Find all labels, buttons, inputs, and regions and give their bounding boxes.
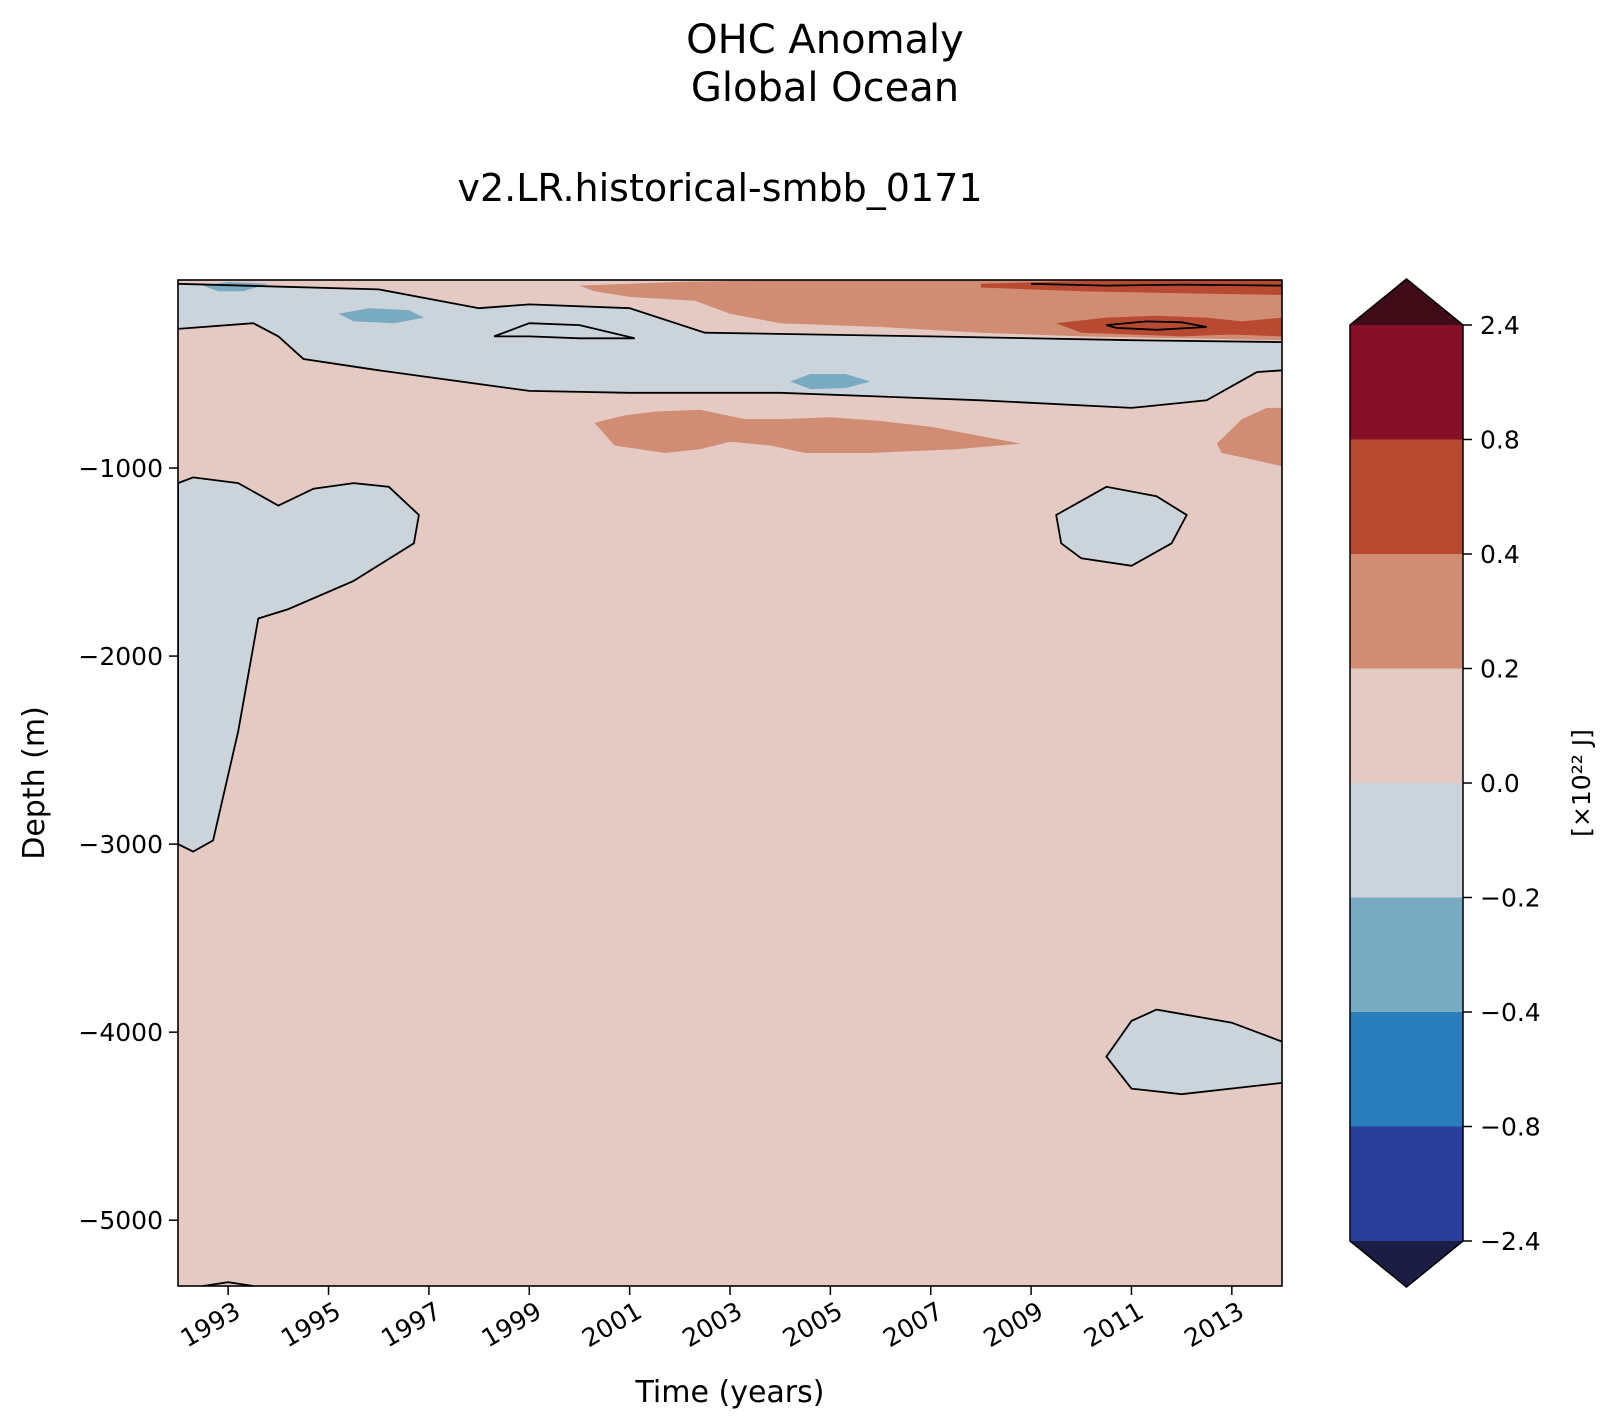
colorbar-tick-label: −0.4 xyxy=(1480,998,1541,1027)
colorbar-segment xyxy=(1350,325,1463,440)
colorbar-tick-label: 0.8 xyxy=(1480,426,1520,455)
contour-line xyxy=(178,476,420,853)
colorbar: −2.4 −0.8 −0.4 −0.2 0.0 0.2 0.4 0.8 2.4 xyxy=(1349,278,1541,1288)
y-tick-label: −3000 xyxy=(78,830,163,859)
x-tick-label: 1999 xyxy=(477,1296,547,1353)
region-near-zero-negative xyxy=(178,477,419,852)
x-tick-label: 2011 xyxy=(1079,1296,1149,1353)
colorbar-segment xyxy=(1350,1126,1463,1241)
contour-line xyxy=(178,322,1282,409)
colorbar-extend-high xyxy=(1350,279,1463,325)
x-axis: 1993 1995 1997 1999 2001 2003 2005 2007 2009 2011… xyxy=(176,1286,1249,1353)
y-tick-label: −2000 xyxy=(78,642,163,671)
contour-line xyxy=(1106,320,1207,331)
colorbar-tick-label: −0.2 xyxy=(1480,884,1541,913)
colorbar-tick-label: −2.4 xyxy=(1480,1227,1541,1256)
x-axis-label: Time (years) xyxy=(635,1375,825,1410)
contour-line xyxy=(1031,282,1282,287)
region-warm-strong xyxy=(1056,315,1282,337)
region-moderate-negative xyxy=(338,308,424,324)
colorbar-segment xyxy=(1350,1012,1463,1127)
region-warm-intermediate xyxy=(594,409,1022,453)
contour-line xyxy=(202,1281,254,1286)
colorbar-segment xyxy=(1350,668,1463,783)
y-axis: −1000 −2000 −3000 −4000 −5000 xyxy=(78,454,178,1235)
contour-line xyxy=(493,322,635,340)
chart-subtitle: v2.LR.historical-smbb_0171 xyxy=(457,166,983,210)
y-tick-label: −1000 xyxy=(78,454,163,483)
colorbar-tick-label: 0.0 xyxy=(1480,769,1520,798)
x-tick-label: 2009 xyxy=(978,1296,1048,1353)
colorbar-segment xyxy=(1350,439,1463,554)
x-tick-label: 1995 xyxy=(276,1296,346,1353)
x-tick-label: 1997 xyxy=(376,1296,446,1353)
x-tick-label: 2007 xyxy=(878,1296,948,1353)
region-warm-intermediate xyxy=(1216,407,1282,467)
y-tick-label: −4000 xyxy=(78,1018,163,1047)
contour-lines xyxy=(178,282,1282,1286)
y-axis-label: Depth (m) xyxy=(17,706,52,860)
region-near-zero-negative xyxy=(178,283,1282,408)
colorbar-label: [×10²² J] xyxy=(1567,729,1596,837)
colorbar-tick-label: −0.8 xyxy=(1480,1113,1541,1142)
x-tick-label: 1993 xyxy=(176,1296,246,1353)
plot-background xyxy=(178,280,1282,1286)
colorbar-segment xyxy=(1350,897,1463,1012)
chart-title: OHC Anomaly xyxy=(686,17,964,63)
colorbar-tick-label: 2.4 xyxy=(1480,311,1520,340)
region-near-zero-negative xyxy=(1106,1009,1282,1095)
colorbar-extend-low xyxy=(1350,1241,1463,1287)
x-tick-label: 2003 xyxy=(677,1296,747,1353)
chart-title-line2: Global Ocean xyxy=(690,65,960,111)
x-tick-label: 2001 xyxy=(577,1296,647,1353)
x-tick-label: 2013 xyxy=(1179,1296,1249,1353)
colorbar-segment xyxy=(1350,554,1463,669)
contour-line xyxy=(178,282,1282,343)
colorbar-segment xyxy=(1350,783,1463,898)
x-tick-label: 2005 xyxy=(778,1296,848,1353)
region-near-zero-negative xyxy=(1056,486,1187,566)
contour-line xyxy=(1105,1008,1282,1096)
plot-area xyxy=(178,280,1282,1286)
y-tick-label: −5000 xyxy=(78,1206,163,1235)
colorbar-tick-label: 0.2 xyxy=(1480,655,1520,684)
filled-contour-regions xyxy=(178,280,1282,1095)
colorbar-tick-label: 0.4 xyxy=(1480,540,1520,569)
region-moderate-negative xyxy=(790,374,871,390)
contour-line xyxy=(1055,485,1188,567)
